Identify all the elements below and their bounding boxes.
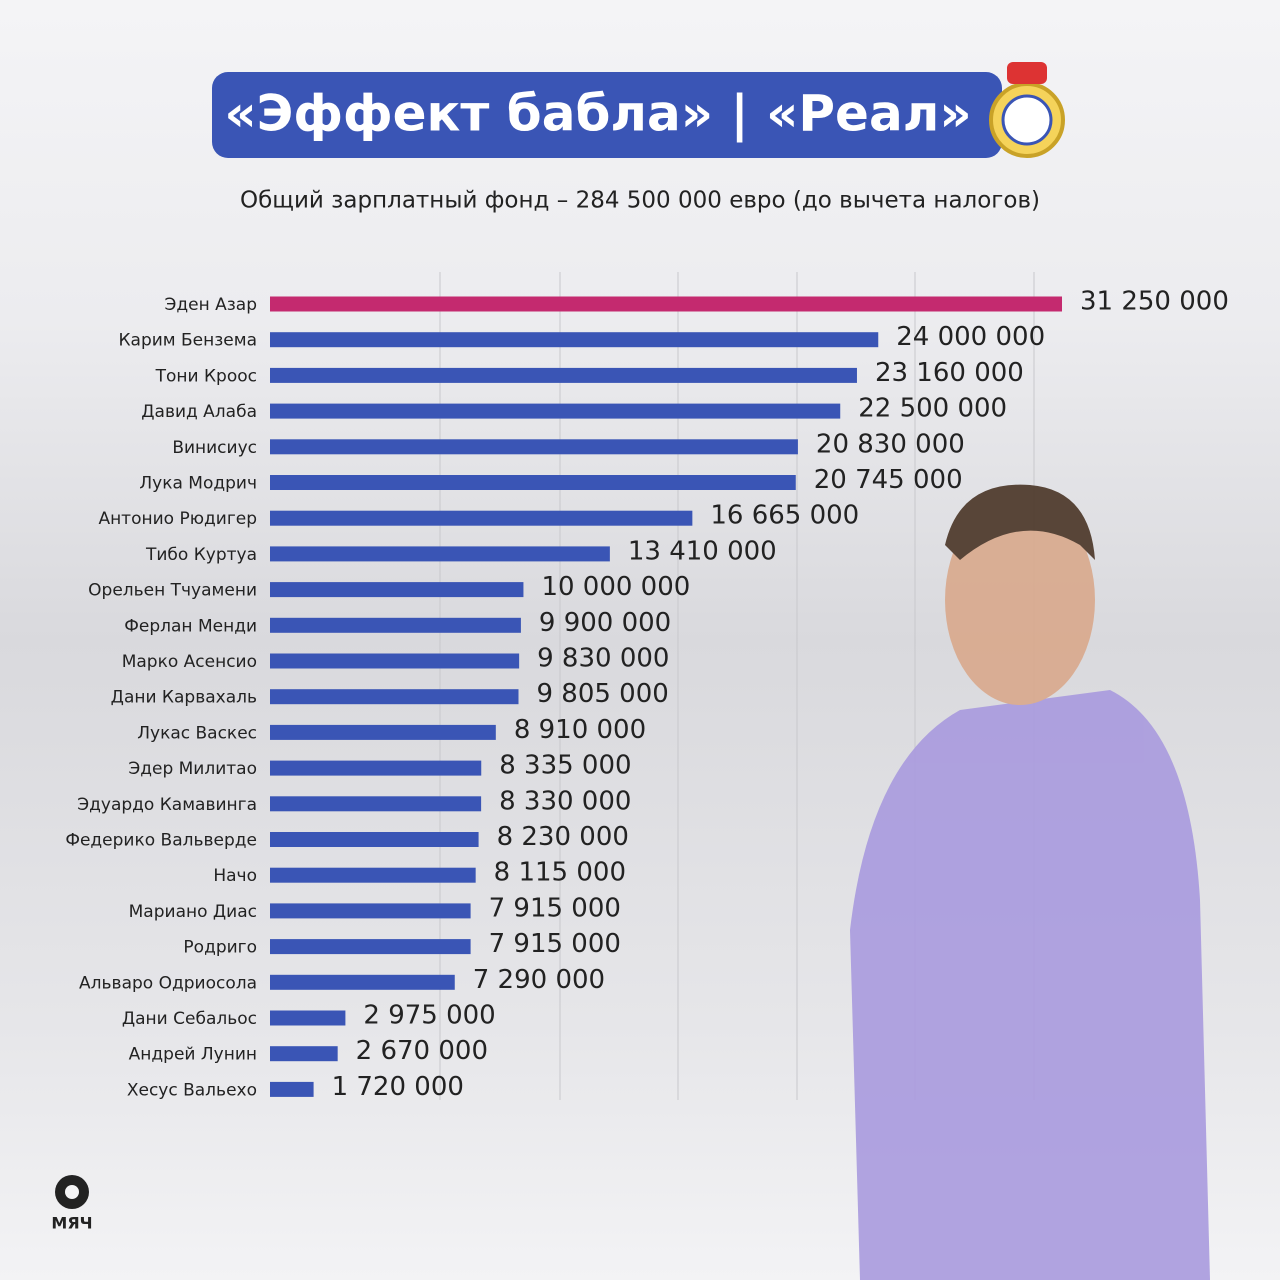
value-label: 8 910 000 — [514, 715, 646, 745]
value-label: 8 330 000 — [499, 786, 631, 816]
value-label: 10 000 000 — [541, 572, 690, 602]
category-label: Эден Азар — [165, 295, 257, 315]
bar — [270, 974, 455, 990]
value-label: 2 670 000 — [356, 1036, 488, 1066]
bar — [270, 332, 879, 348]
bar — [270, 582, 524, 598]
value-label: 9 900 000 — [539, 608, 671, 638]
value-label: 16 665 000 — [710, 501, 859, 531]
category-label: Родриго — [183, 938, 257, 958]
category-label: Андрей Лунин — [129, 1045, 257, 1065]
chart-subtitle: Общий зарплатный фонд – 284 500 000 евро… — [240, 188, 1040, 214]
bar — [270, 653, 520, 669]
bar — [270, 367, 857, 383]
category-label: Орельен Тчуамени — [88, 581, 257, 601]
value-label: 8 230 000 — [497, 822, 629, 852]
bar — [270, 1010, 346, 1026]
category-label: Федерико Вальверде — [65, 831, 257, 851]
bar — [270, 724, 496, 740]
category-label: Давид Алаба — [141, 402, 257, 422]
category-label: Антонио Рюдигер — [98, 509, 257, 529]
category-label: Тибо Куртуа — [145, 545, 257, 565]
category-label: Лукас Васкес — [137, 723, 257, 743]
value-label: 20 830 000 — [816, 429, 965, 459]
chart-title: «Эффект бабла» | «Реал» — [224, 85, 971, 143]
value-label: 20 745 000 — [814, 465, 963, 495]
category-label: Хесус Вальехо — [127, 1080, 257, 1100]
value-label: 24 000 000 — [896, 322, 1045, 352]
value-label: 9 805 000 — [536, 679, 668, 709]
bar — [270, 832, 479, 847]
value-label: 13 410 000 — [628, 536, 777, 566]
category-label: Начо — [213, 866, 257, 886]
category-label: Мариано Диас — [129, 902, 257, 922]
bar — [270, 760, 482, 776]
bar — [270, 510, 693, 526]
category-label: Лука Модрич — [139, 474, 257, 494]
value-label: 1 720 000 — [332, 1072, 464, 1102]
brand-logo: МЯЧ — [51, 1175, 93, 1233]
bar — [270, 546, 610, 562]
value-label: 9 830 000 — [537, 644, 669, 674]
title-pill — [212, 72, 1002, 158]
bar — [270, 439, 798, 455]
club-crest — [989, 62, 1065, 158]
bar — [270, 617, 521, 633]
bar — [270, 296, 1062, 312]
category-label: Ферлан Менди — [124, 616, 257, 636]
value-label: 2 975 000 — [363, 1001, 495, 1031]
bar — [270, 689, 519, 705]
category-label: Тони Кроос — [155, 366, 257, 386]
bar — [270, 903, 471, 919]
category-label: Винисиус — [172, 438, 257, 458]
category-label: Дани Карвахаль — [111, 688, 257, 708]
brand-name: МЯЧ — [51, 1214, 92, 1233]
bar — [270, 867, 476, 883]
player-silhouette — [850, 484, 1210, 1280]
category-label: Дани Себальос — [122, 1009, 257, 1029]
bar — [270, 939, 471, 955]
category-label: Эдуардо Камавинга — [77, 795, 257, 815]
category-label: Марко Асенсио — [122, 652, 257, 672]
category-label: Альваро Одриосола — [79, 973, 257, 993]
value-label: 7 915 000 — [489, 929, 621, 959]
value-label: 31 250 000 — [1080, 287, 1229, 317]
bar — [270, 475, 796, 490]
value-label: 7 290 000 — [473, 965, 605, 995]
value-label: 23 160 000 — [875, 358, 1024, 388]
value-label: 8 335 000 — [499, 751, 631, 781]
bar — [270, 1046, 338, 1062]
bar — [270, 796, 482, 812]
bar — [270, 1081, 314, 1097]
value-label: 8 115 000 — [494, 858, 626, 888]
value-label: 22 500 000 — [858, 394, 1007, 424]
value-label: 7 915 000 — [489, 893, 621, 923]
category-label: Эдер Милитао — [128, 759, 257, 779]
category-label: Карим Бензема — [118, 331, 257, 351]
bar — [270, 403, 841, 419]
